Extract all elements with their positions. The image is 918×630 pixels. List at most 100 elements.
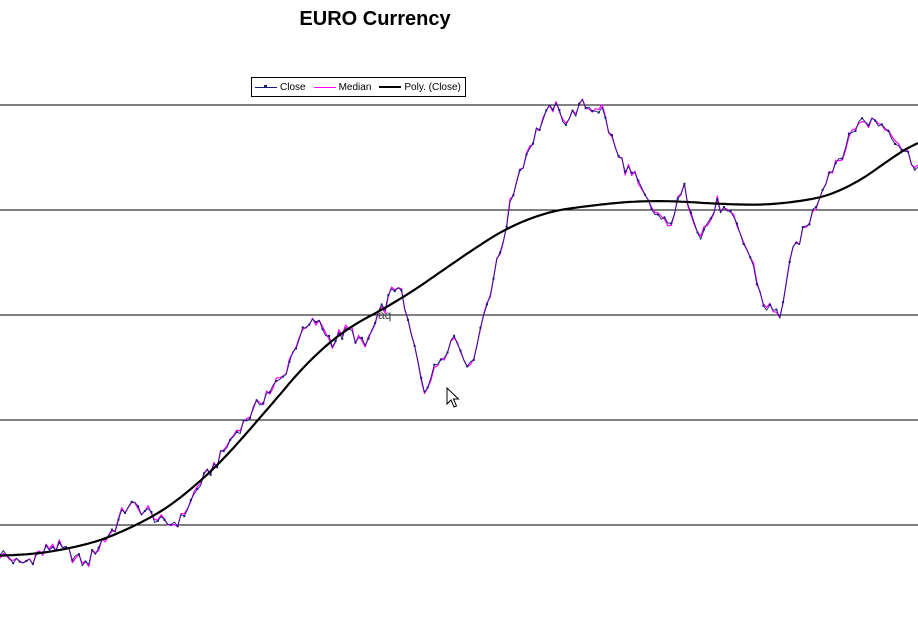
close-point [308, 323, 311, 326]
close-point [209, 473, 212, 476]
close-point [341, 337, 344, 340]
close-point [532, 142, 534, 145]
close-point [380, 303, 383, 306]
close-point [894, 143, 896, 145]
close-point [58, 541, 61, 544]
close-point [413, 344, 416, 347]
close-point [459, 349, 462, 352]
close-point [163, 518, 166, 521]
close-point [407, 318, 409, 321]
close-point [12, 562, 15, 565]
close-point [288, 360, 291, 363]
close-point [749, 256, 752, 259]
close-point [604, 116, 607, 119]
close-point [71, 559, 74, 562]
close-point [433, 363, 436, 366]
close-point [466, 365, 469, 368]
series-poly-trendline [0, 142, 918, 557]
close-point [176, 525, 179, 528]
close-point [815, 206, 817, 209]
close-point [301, 326, 304, 329]
close-point [268, 391, 271, 394]
close-point [45, 544, 48, 547]
legend-swatch-close [255, 84, 277, 88]
close-point [453, 334, 456, 337]
close-point [91, 549, 94, 552]
close-point [518, 169, 521, 172]
close-point [31, 562, 34, 565]
close-point [203, 472, 205, 475]
close-point [124, 511, 126, 514]
close-point [584, 107, 587, 110]
close-point [420, 376, 423, 379]
close-point [499, 251, 502, 254]
close-point [439, 358, 442, 361]
stray-annotation: aq [378, 308, 391, 322]
close-point [867, 124, 870, 127]
close-point [663, 216, 666, 219]
close-point [670, 222, 673, 225]
close-point [216, 466, 219, 469]
close-point [426, 386, 429, 389]
close-point [578, 102, 581, 105]
close-point [360, 336, 363, 339]
legend-label-close: Close [280, 81, 306, 93]
close-point [51, 546, 54, 548]
close-point [18, 560, 21, 563]
close-point [242, 419, 245, 422]
chart-title: EURO Currency [299, 8, 451, 30]
close-point [854, 129, 857, 132]
close-point [354, 341, 357, 344]
legend-label-median: Median [338, 81, 372, 93]
close-point [479, 326, 482, 329]
close-point [446, 351, 449, 354]
close-point [887, 130, 890, 132]
close-point [314, 321, 317, 324]
close-point [110, 528, 113, 531]
close-point [387, 294, 390, 297]
series-median [0, 98, 918, 568]
close-point [25, 560, 28, 563]
close-point [880, 123, 883, 126]
close-point [821, 188, 824, 191]
close-point [64, 546, 67, 548]
close-point [196, 488, 199, 490]
poly-trendline [0, 142, 918, 557]
close-point [795, 241, 798, 244]
close-point [913, 168, 916, 171]
close-point [492, 277, 495, 280]
close-point [472, 358, 475, 361]
close-point [229, 438, 232, 441]
close-point [722, 206, 725, 208]
close-point [657, 213, 660, 216]
close-point [156, 519, 159, 522]
close-point [321, 328, 324, 331]
legend-item-close: Close [255, 82, 306, 93]
close-point [834, 162, 837, 165]
close-point [841, 157, 844, 160]
gridlines [0, 104, 918, 526]
close-point [709, 217, 712, 220]
close-point [630, 171, 633, 174]
close-point [900, 148, 903, 151]
series-close [0, 99, 918, 567]
close-point [643, 193, 646, 196]
close-point [538, 128, 541, 131]
close-point [755, 283, 758, 286]
close-point [676, 197, 679, 200]
close-point [262, 402, 265, 405]
close-point [78, 553, 80, 556]
close-point [683, 182, 686, 185]
close-point [222, 450, 225, 453]
close-point [571, 109, 574, 112]
close-point [558, 108, 561, 111]
close-point [334, 340, 337, 342]
median-line [0, 98, 918, 568]
close-point [762, 304, 765, 307]
close-point [505, 225, 508, 228]
close-point [117, 518, 120, 521]
legend-swatch-median [313, 86, 336, 88]
close-point [768, 303, 771, 306]
close-point [295, 347, 298, 350]
